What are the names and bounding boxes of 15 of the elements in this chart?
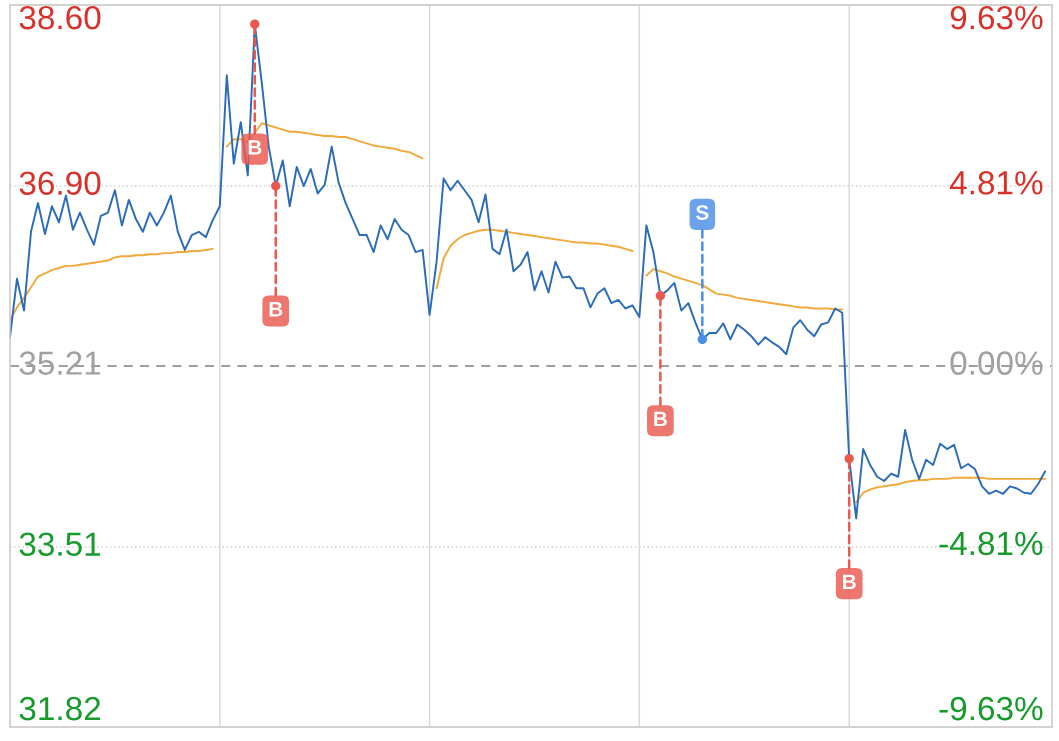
- annotation: S: [695, 205, 709, 220]
- y-tick-label: 33.51: [19, 532, 101, 556]
- annotation: B: [843, 574, 856, 590]
- annotation: B: [269, 302, 283, 317]
- annotation: B: [654, 411, 667, 427]
- y2-tick-label: 9.63%: [950, 5, 1043, 30]
- y-tick-label: 31.82: [19, 696, 101, 721]
- y2-tick-label: 0.00%: [950, 351, 1043, 375]
- y2-tick-label: 4.81%: [949, 171, 1043, 195]
- y2-tick-label: -4.81%: [939, 531, 1043, 556]
- y-tick-label: 36.90: [19, 171, 101, 195]
- annotation: B: [248, 140, 262, 155]
- y-tick-label: 38.60: [19, 5, 101, 30]
- y2-tick-label: -9.63%: [939, 696, 1043, 721]
- y-tick-label: 35.21: [19, 351, 101, 375]
